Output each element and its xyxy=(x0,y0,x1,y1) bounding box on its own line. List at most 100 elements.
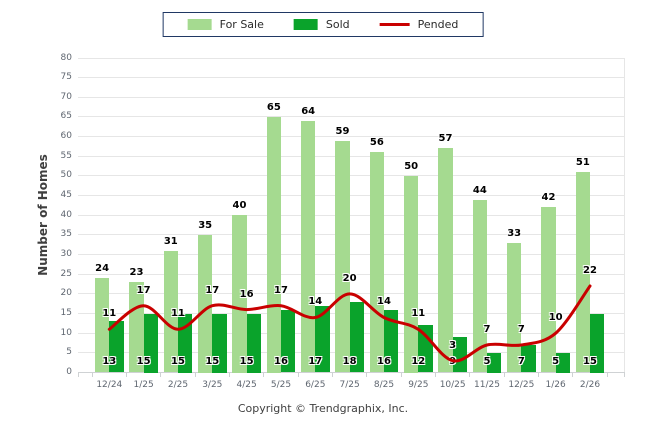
for-sale-bar xyxy=(266,116,281,373)
x-axis-tick-label: 1/25 xyxy=(133,380,154,390)
y-axis-tick-label: 10 xyxy=(60,327,72,338)
x-axis-tick-label: 12/24 xyxy=(96,380,123,390)
for-sale-bar xyxy=(369,152,384,373)
for-sale-value-label: 64 xyxy=(301,105,316,117)
gridline xyxy=(78,214,624,216)
axis-tick xyxy=(572,372,574,377)
legend-label: For Sale xyxy=(219,18,264,31)
gridline xyxy=(78,195,624,197)
for-sale-value-label: 59 xyxy=(335,125,350,137)
for-sale-value-label: 65 xyxy=(266,101,281,113)
for-sale-value-label: 23 xyxy=(129,267,144,279)
for-sale-bar xyxy=(95,278,110,373)
legend-label: Sold xyxy=(325,18,350,31)
axis-tick xyxy=(366,372,368,377)
y-axis-tick-label: 5 xyxy=(66,347,72,358)
y-axis-tick-label: 30 xyxy=(60,249,72,260)
for-sale-value-label: 24 xyxy=(95,263,110,275)
y-axis-tick-label: 75 xyxy=(60,72,72,83)
x-axis-tick-label: 1/26 xyxy=(545,380,566,390)
pended-value-label: 14 xyxy=(377,296,391,308)
gridline xyxy=(78,136,624,138)
x-axis-tick-label: 10/25 xyxy=(439,380,466,390)
for-sale-bar xyxy=(404,175,419,373)
legend-swatch-sold xyxy=(293,19,318,30)
pended-value-label: 3 xyxy=(449,339,457,351)
x-axis-tick-label: 9/25 xyxy=(408,380,429,390)
x-axis-tick-label: 6/25 xyxy=(305,380,326,390)
gridline xyxy=(78,116,624,118)
pended-value-label: 17 xyxy=(136,284,151,296)
x-axis-tick-label: 8/25 xyxy=(373,380,395,390)
axis-tick xyxy=(469,372,471,377)
y-axis-tick-label: 35 xyxy=(60,229,72,240)
y-axis-tick-label: 80 xyxy=(60,52,72,63)
x-axis-tick-label: 2/25 xyxy=(167,380,189,390)
gridline xyxy=(78,77,624,79)
y-axis-tick-label: 65 xyxy=(60,111,72,122)
pended-value-label: 14 xyxy=(308,296,323,308)
for-sale-value-label: 40 xyxy=(232,200,247,212)
axis-tick xyxy=(400,372,402,377)
x-axis-tick-label: 11/25 xyxy=(474,380,500,390)
x-axis-tick-label: 7/25 xyxy=(339,380,360,390)
for-sale-value-label: 56 xyxy=(369,137,384,149)
for-sale-value-label: 57 xyxy=(438,133,453,145)
for-sale-bar xyxy=(541,207,556,373)
pended-value-label: 17 xyxy=(274,284,288,296)
gridline xyxy=(78,57,624,59)
for-sale-value-label: 31 xyxy=(163,235,178,247)
legend-item-for-sale: For Sale xyxy=(187,18,264,31)
axis-tick xyxy=(160,372,162,377)
gridline xyxy=(78,155,624,157)
for-sale-bar xyxy=(198,234,213,373)
gridline xyxy=(78,234,624,236)
gridline xyxy=(78,273,624,275)
axis-tick xyxy=(331,372,333,377)
y-axis-tick-label: 60 xyxy=(60,131,72,142)
y-axis-tick-label: 25 xyxy=(60,268,72,279)
axis-tick xyxy=(77,372,79,377)
x-axis-tick-label: 2/26 xyxy=(579,380,601,390)
axis-tick xyxy=(91,372,93,377)
x-axis-tick-label: 12/25 xyxy=(508,380,535,390)
y-axis-tick-label: 50 xyxy=(60,170,72,181)
for-sale-bar xyxy=(507,242,522,373)
y-axis-tick-label: 20 xyxy=(60,288,72,299)
for-sale-value-label: 33 xyxy=(507,227,522,239)
gridline xyxy=(78,96,624,98)
axis-tick xyxy=(503,372,505,377)
pended-value-label: 10 xyxy=(548,312,563,324)
y-axis-tick-label: 45 xyxy=(60,190,72,201)
for-sale-bar xyxy=(301,120,316,373)
for-sale-value-label: 44 xyxy=(472,184,487,196)
for-sale-value-label: 35 xyxy=(198,219,213,231)
for-sale-value-label: 51 xyxy=(575,157,590,168)
x-axis-tick-label: 3/25 xyxy=(202,380,223,390)
pended-value-label: 11 xyxy=(102,308,117,320)
y-axis-tick-label: 40 xyxy=(60,209,72,220)
x-axis-tick-label: 5/25 xyxy=(270,380,292,390)
legend-item-pended: Pended xyxy=(379,18,459,31)
for-sale-bar xyxy=(472,199,487,373)
x-axis-line xyxy=(78,372,625,373)
plot-right-border xyxy=(623,58,625,373)
pended-value-label: 7 xyxy=(517,323,525,335)
axis-tick xyxy=(606,372,608,377)
pended-value-label: 11 xyxy=(411,308,426,320)
axis-tick xyxy=(263,372,265,377)
legend-line-pended xyxy=(379,23,410,26)
legend-item-sold: Sold xyxy=(293,18,350,31)
y-axis-tick-label: 15 xyxy=(60,308,72,319)
legend: For Sale Sold Pended xyxy=(162,12,484,37)
axis-tick xyxy=(125,372,127,377)
legend-label: Pended xyxy=(417,18,459,31)
gridline xyxy=(78,254,624,256)
legend-swatch-for-sale xyxy=(187,19,212,30)
axis-tick xyxy=(228,372,230,377)
sold-value-label: 15 xyxy=(583,356,597,367)
axis-tick xyxy=(297,372,299,377)
copyright-text: Copyright © Trendgraphix, Inc. xyxy=(237,402,409,415)
y-axis-tick-label: 70 xyxy=(60,91,72,102)
